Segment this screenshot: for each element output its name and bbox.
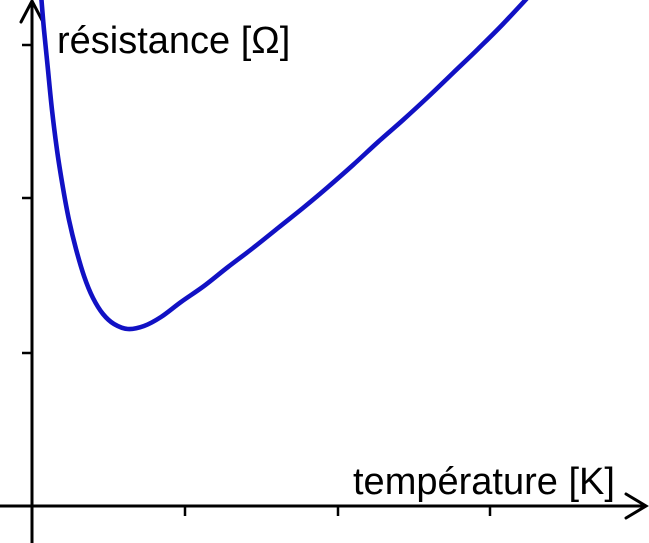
resistance-curve-path (39, 0, 529, 332)
x-axis-arrow-icon (624, 492, 649, 520)
resistance-curve (39, 0, 529, 332)
y-axis-label: résistance [Ω] (57, 20, 291, 62)
y-axis-arrow-icon (19, 0, 45, 24)
x-axis-label: température [K] (353, 461, 615, 503)
